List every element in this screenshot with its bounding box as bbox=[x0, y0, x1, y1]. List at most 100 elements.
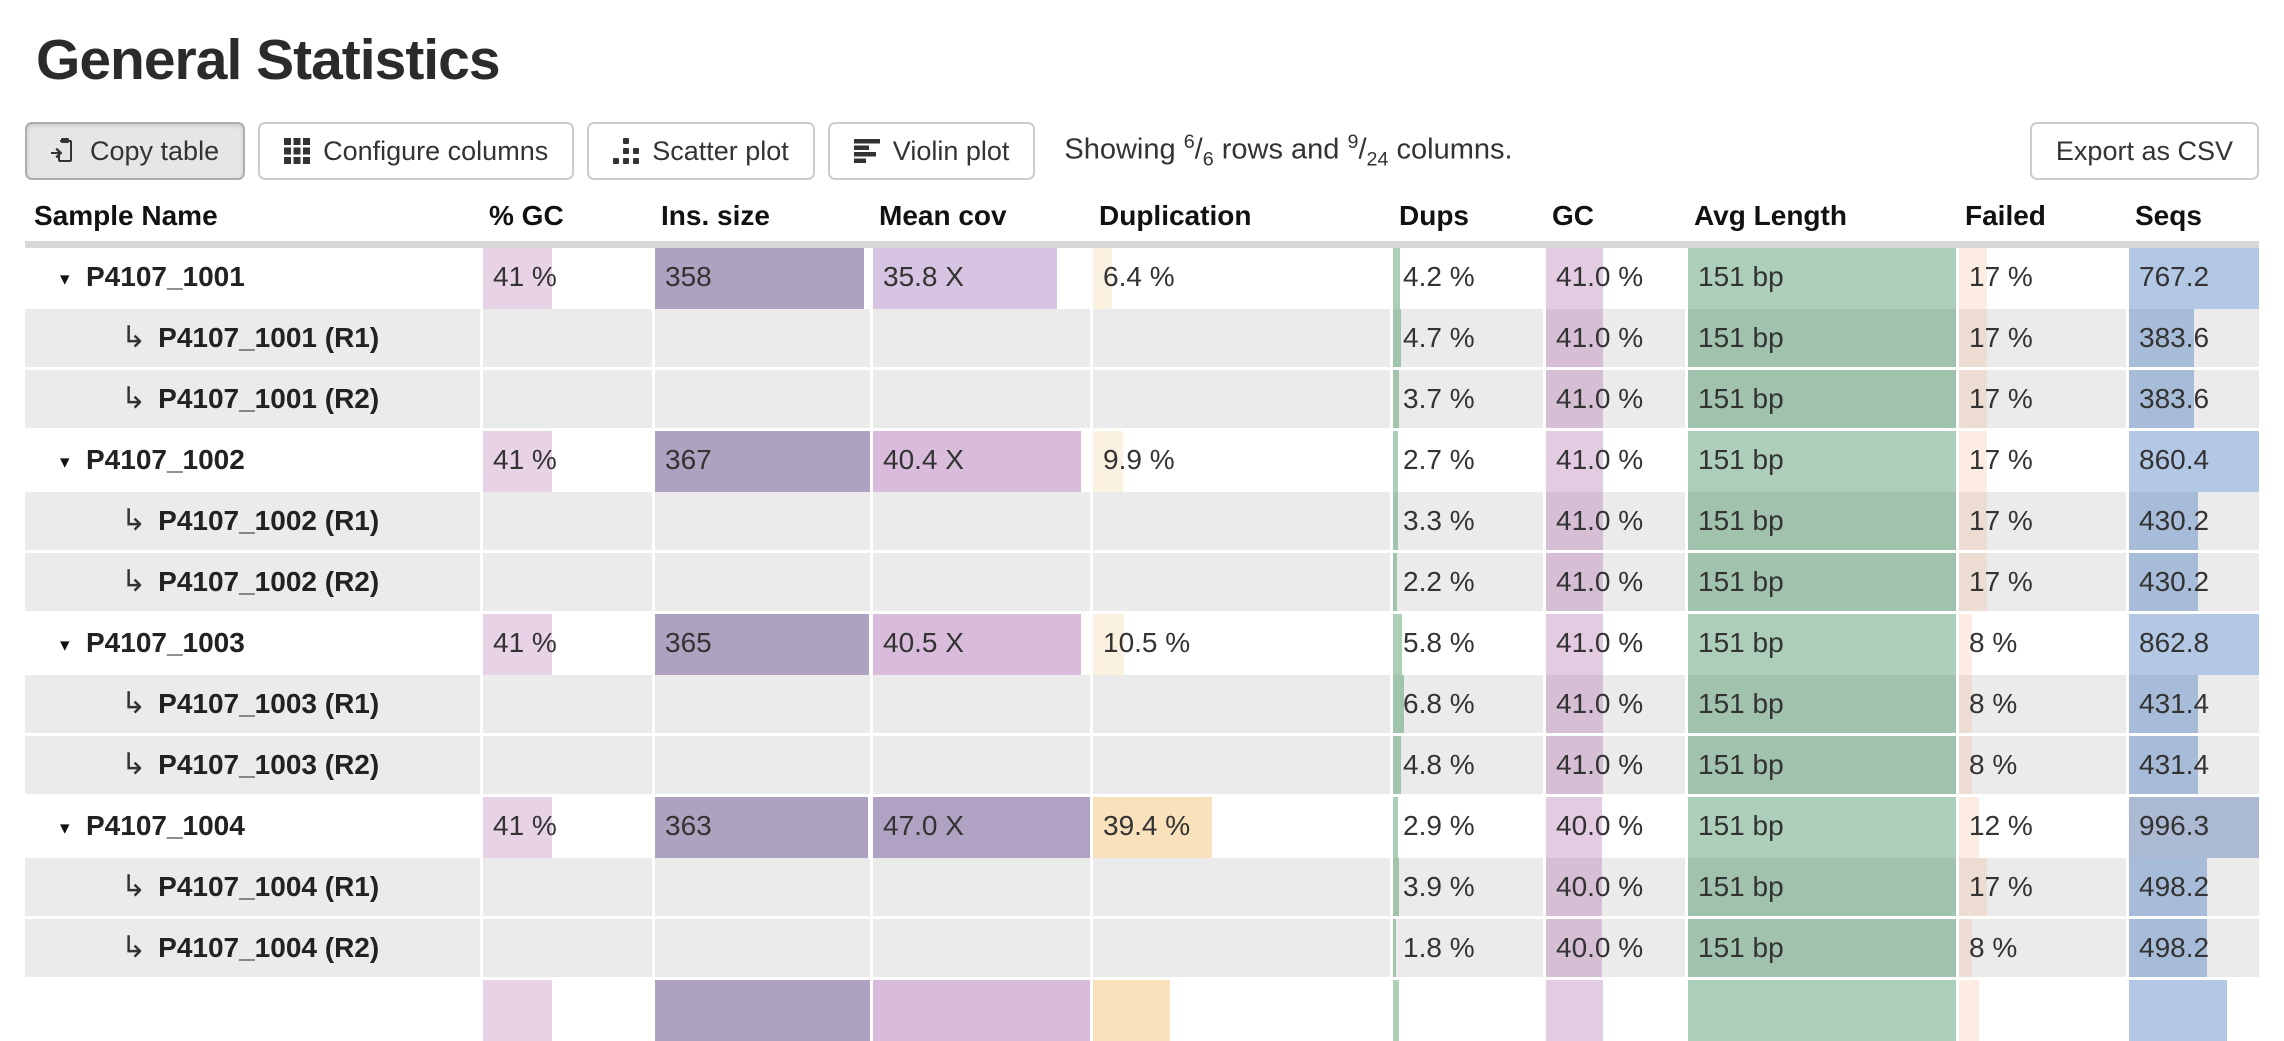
cell-ins_size bbox=[652, 553, 870, 611]
page-title: General Statistics bbox=[36, 28, 501, 92]
value-bar-dups bbox=[1393, 980, 1399, 1041]
cell-duplication: 10.5 % bbox=[1090, 614, 1390, 675]
value-bar-duplication bbox=[1093, 248, 1113, 309]
cell-gc_pct bbox=[480, 370, 652, 428]
value-bar-seqs bbox=[2129, 309, 2194, 367]
value-bar-gc bbox=[1546, 858, 1602, 916]
value-text-avg_length: 151 bp bbox=[1698, 566, 1784, 597]
clipboard-copy-icon bbox=[51, 137, 77, 165]
table-toolbar: Copy table Configure columns bbox=[25, 122, 2259, 180]
sample-name-label[interactable]: P4107_1003 (R2) bbox=[158, 749, 380, 780]
configure-columns-label: Configure columns bbox=[323, 135, 549, 166]
column-header-gc[interactable]: GC bbox=[1552, 200, 1594, 231]
sample-name-label[interactable]: P4107_1004 (R1) bbox=[158, 871, 380, 902]
read-subrow: ↳ P4107_1001 (R2) 3.7 % 41.0 % 151 bp 17 % 383… bbox=[25, 370, 2259, 431]
value-text-dups: 3.9 % bbox=[1403, 871, 1475, 902]
value-bar-seqs bbox=[2129, 370, 2194, 428]
value-bar-mean_cov bbox=[873, 980, 1090, 1041]
column-header-duplication[interactable]: Duplication bbox=[1099, 200, 1252, 231]
value-bar-failed bbox=[1959, 675, 1973, 733]
sample-name-label[interactable]: P4107_1002 bbox=[86, 444, 245, 475]
cell-gc: 41.0 % bbox=[1543, 614, 1685, 675]
read-subrow: ↳ P4107_1001 (R1) 4.7 % 41.0 % 151 bp 17 % 383… bbox=[25, 309, 2259, 370]
read-subrow: ↳ P4107_1004 (R1) 3.9 % 40.0 % 151 bp 17 % 498… bbox=[25, 858, 2259, 919]
column-header-gc_pct[interactable]: % GC bbox=[489, 200, 564, 231]
column-header-seqs[interactable]: Seqs bbox=[2135, 200, 2202, 231]
value-bar-failed bbox=[1959, 797, 1980, 858]
subrow-arrow-icon: ↳ bbox=[121, 931, 147, 964]
value-text-ins_size: 365 bbox=[665, 627, 712, 658]
cell-seqs: 498.2 bbox=[2126, 919, 2259, 977]
value-text-seqs: 767.2 bbox=[2139, 261, 2210, 292]
value-text-seqs: 860.4 bbox=[2139, 444, 2210, 475]
column-header-sample[interactable]: Sample Name bbox=[34, 200, 218, 231]
value-text-dups: 2.2 % bbox=[1403, 566, 1475, 597]
cell-mean_cov bbox=[870, 736, 1090, 794]
row-collapse-toggle-icon[interactable]: ▾ bbox=[60, 818, 70, 839]
read-subrow: ↳ P4107_1004 (R2) 1.8 % 40.0 % 151 bp 8 % 498.… bbox=[25, 919, 2259, 980]
row-collapse-toggle-icon[interactable]: ▾ bbox=[60, 269, 70, 290]
violin-bars-icon bbox=[853, 138, 880, 164]
value-bar-gc bbox=[1546, 797, 1602, 858]
value-bar-avg_length bbox=[1688, 797, 1956, 858]
violin-plot-button[interactable]: Violin plot bbox=[827, 122, 1036, 180]
cell-seqs: 431.4 bbox=[2126, 736, 2259, 794]
sample-name-label[interactable]: P4107_1004 bbox=[86, 810, 245, 841]
cell-ins_size bbox=[652, 736, 870, 794]
table-header-row: Sample Name % GC Ins. size Mean cov Duplicat… bbox=[25, 196, 2259, 248]
value-bar-avg_length bbox=[1688, 309, 1956, 367]
cell-duplication bbox=[1090, 980, 1390, 1041]
scatter-plot-button[interactable]: Scatter plot bbox=[587, 122, 815, 180]
value-text-gc: 41.0 % bbox=[1556, 444, 1644, 475]
sample-name-label[interactable]: P4107_1002 (R2) bbox=[158, 566, 380, 597]
cell-dups bbox=[1390, 980, 1543, 1041]
column-header-avg_length[interactable]: Avg Length bbox=[1694, 200, 1847, 231]
value-text-duplication: 39.4 % bbox=[1103, 810, 1191, 841]
value-bar-dups bbox=[1393, 553, 1397, 611]
sample-name-label[interactable]: P4107_1001 (R1) bbox=[158, 322, 380, 353]
value-text-dups: 4.2 % bbox=[1403, 261, 1475, 292]
cell-avg_length: 151 bp bbox=[1685, 492, 1956, 550]
value-text-gc_pct: 41 % bbox=[493, 444, 557, 475]
cell-ins_size: 367 bbox=[652, 431, 870, 492]
grid-columns-icon bbox=[284, 138, 311, 164]
value-text-dups: 2.7 % bbox=[1403, 444, 1475, 475]
column-header-ins_size[interactable]: Ins. size bbox=[661, 200, 770, 231]
value-text-ins_size: 367 bbox=[665, 444, 712, 475]
sample-name-label[interactable]: P4107_1001 bbox=[86, 261, 245, 292]
cell-mean_cov: 40.5 X bbox=[870, 614, 1090, 675]
value-bar-gc bbox=[1546, 736, 1603, 794]
value-text-failed: 17 % bbox=[1969, 444, 2033, 475]
cell-sample: ↳ P4107_1001 (R1) bbox=[25, 309, 480, 367]
value-bar-failed bbox=[1959, 919, 1973, 977]
row-collapse-toggle-icon[interactable]: ▾ bbox=[60, 452, 70, 473]
column-header-failed[interactable]: Failed bbox=[1965, 200, 2046, 231]
value-text-failed: 17 % bbox=[1969, 322, 2033, 353]
export-as-csv-button[interactable]: Export as CSV bbox=[2029, 122, 2259, 180]
value-bar-failed bbox=[1959, 248, 1988, 309]
value-bar-gc bbox=[1546, 370, 1603, 428]
value-bar-duplication bbox=[1093, 431, 1123, 492]
value-text-gc: 41.0 % bbox=[1556, 261, 1644, 292]
value-bar-failed bbox=[1959, 431, 1988, 492]
sample-name-label[interactable]: P4107_1004 (R2) bbox=[158, 932, 380, 963]
cell-gc_pct bbox=[480, 675, 652, 733]
cell-dups: 3.9 % bbox=[1390, 858, 1543, 916]
cell-failed: 17 % bbox=[1956, 858, 2126, 916]
sample-name-label[interactable]: P4107_1003 bbox=[86, 627, 245, 658]
configure-columns-button[interactable]: Configure columns bbox=[258, 122, 575, 180]
cell-failed bbox=[1956, 980, 2126, 1041]
cell-sample: ▾ P4107_1001 bbox=[25, 248, 480, 309]
value-text-gc: 41.0 % bbox=[1556, 688, 1644, 719]
cell-dups: 3.3 % bbox=[1390, 492, 1543, 550]
sample-name-label[interactable]: P4107_1003 (R1) bbox=[158, 688, 380, 719]
cell-ins_size: 358 bbox=[652, 248, 870, 309]
row-collapse-toggle-icon[interactable]: ▾ bbox=[60, 635, 70, 656]
column-header-dups[interactable]: Dups bbox=[1399, 200, 1469, 231]
column-header-mean_cov[interactable]: Mean cov bbox=[879, 200, 1007, 231]
value-bar-failed bbox=[1959, 858, 1988, 916]
sample-name-label[interactable]: P4107_1002 (R1) bbox=[158, 505, 380, 536]
sample-name-label[interactable]: P4107_1001 (R2) bbox=[158, 383, 380, 414]
value-text-failed: 17 % bbox=[1969, 505, 2033, 536]
copy-table-button[interactable]: Copy table bbox=[25, 122, 246, 180]
